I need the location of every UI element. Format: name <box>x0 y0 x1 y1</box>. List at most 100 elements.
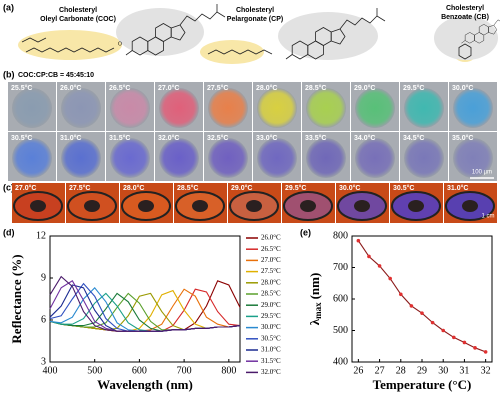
temperature-label: 27.0°C <box>15 184 36 192</box>
data-point <box>388 276 392 281</box>
x-tick-label: 400 <box>43 365 58 376</box>
droplet <box>306 88 346 128</box>
y-tick-label: 700 <box>333 262 348 273</box>
data-point <box>398 292 403 297</box>
compound-name: Cholesteryl <box>236 7 274 14</box>
x-tick-label: 26 <box>353 365 363 376</box>
legend-label: 30.0°C <box>261 323 281 331</box>
temperature-label: 34.5°C <box>403 134 424 142</box>
compound-name: Cholesteryl <box>446 5 484 12</box>
droplet <box>12 88 52 128</box>
data-point <box>377 264 382 268</box>
y-tick-label: 600 <box>333 293 348 304</box>
chain <box>207 49 273 55</box>
photo-core <box>462 200 478 212</box>
data-line <box>49 275 241 332</box>
legend-label: 32.0°C <box>261 368 281 376</box>
y-tick-label: 500 <box>333 325 348 336</box>
legend-label: 28.5°C <box>261 290 281 298</box>
label-part: λ <box>307 318 322 325</box>
temperature-label: 31.5°C <box>109 134 130 142</box>
temperature-label: 27.5°C <box>69 184 90 192</box>
plot-frame <box>49 235 241 363</box>
droplet <box>257 138 297 178</box>
droplet <box>208 138 248 178</box>
temperature-label: 28.0°C <box>256 84 277 92</box>
temperature-label: 29.5°C <box>403 84 424 92</box>
data-point <box>420 311 424 315</box>
legend-label: 31.0°C <box>261 346 281 354</box>
droplet <box>110 138 150 178</box>
droplet <box>453 88 493 128</box>
label-part: (nm) <box>307 273 322 300</box>
compound-name: Cholesteryl <box>59 7 97 14</box>
y-tick-label: 3 <box>41 356 46 367</box>
legend-label: 26.0°C <box>261 234 281 242</box>
panel-label: (a) <box>3 2 14 12</box>
x-tick-label: 32 <box>481 365 491 376</box>
temperature-label: 29.0°C <box>354 84 375 92</box>
y-tick-label: 800 <box>333 230 348 241</box>
data-point <box>367 254 371 259</box>
data-point <box>356 238 361 243</box>
temperature-label: 26.5°C <box>109 84 130 92</box>
x-tick-label: 29 <box>417 365 427 376</box>
droplet <box>355 138 395 178</box>
highlight <box>278 12 378 60</box>
legend-label: 29.0°C <box>261 301 281 309</box>
photo-core <box>138 200 154 212</box>
temperature-label: 29.5°C <box>285 184 306 192</box>
temperature-label: 26.0°C <box>60 84 81 92</box>
x-axis-label: Temperature (°C) <box>373 377 472 392</box>
data-line <box>357 240 486 353</box>
x-tick-label: 500 <box>87 365 102 376</box>
photo-core <box>408 200 424 212</box>
temperature-label: 25.5°C <box>11 84 32 92</box>
temperature-label: 30.5°C <box>393 184 414 192</box>
droplet <box>404 88 444 128</box>
compound-name: Benzoate (CB) <box>441 14 489 21</box>
atom: O <box>118 41 122 47</box>
temperature-label: 31.0°C <box>60 134 81 142</box>
highlight <box>434 16 498 60</box>
droplet <box>12 138 52 178</box>
droplet <box>110 88 150 128</box>
x-tick-label: 800 <box>221 365 236 376</box>
y-tick-label: 9 <box>41 272 46 283</box>
compound-name: Pelargonate (CP) <box>227 16 283 23</box>
temperature-label: 32.0°C <box>158 134 179 142</box>
y-tick-label: 400 <box>333 356 348 367</box>
photo-core <box>30 200 46 212</box>
temperature-label: 30.0°C <box>452 84 473 92</box>
x-tick-label: 700 <box>177 365 192 376</box>
droplet <box>61 138 101 178</box>
chain <box>21 37 47 43</box>
temperature-label: 30.0°C <box>339 184 360 192</box>
temperature-label: 30.5°C <box>11 134 32 142</box>
droplet <box>404 138 444 178</box>
data-point <box>430 320 435 325</box>
x-axis-label: Wavelength (nm) <box>97 377 193 392</box>
temperature-label: 27.0°C <box>158 84 179 92</box>
panel-label: (c) <box>3 182 14 192</box>
droplet <box>306 138 346 178</box>
photo-core <box>300 200 316 212</box>
panel-label: (b) <box>3 69 15 79</box>
x-tick-label: 30 <box>438 365 448 376</box>
highlight <box>200 40 264 64</box>
legend-label: 27.5°C <box>261 267 281 275</box>
temperature-label: 34.0°C <box>354 134 375 142</box>
legend-label: 28.0°C <box>261 278 281 286</box>
highlight <box>18 30 122 60</box>
data-point <box>409 304 414 308</box>
temperature-label: 31.0°C <box>447 184 468 192</box>
temperature-label: 33.0°C <box>256 134 277 142</box>
panel-label: (d) <box>3 227 15 237</box>
temperature-label: 29.0°C <box>231 184 252 192</box>
x-tick-label: 27 <box>375 365 385 376</box>
droplet <box>355 88 395 128</box>
panel-label: (e) <box>300 227 311 237</box>
droplet <box>208 88 248 128</box>
y-axis-label: λmax (nm) <box>307 273 323 326</box>
